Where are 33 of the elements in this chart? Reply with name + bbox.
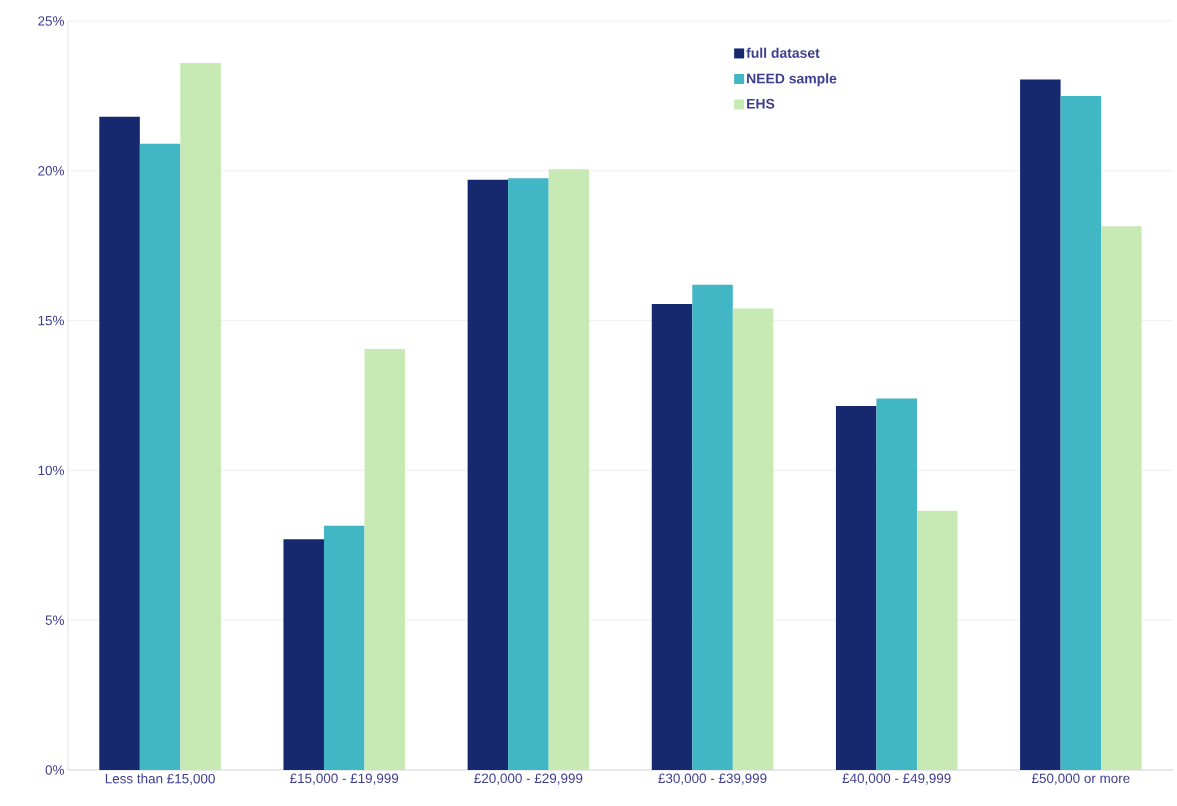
bar xyxy=(364,349,406,770)
x-tick-label: £20,000 - £29,999 xyxy=(474,773,583,785)
legend-label: full dataset xyxy=(746,47,820,58)
x-tick-label: £40,000 - £49,999 xyxy=(842,773,951,785)
x-tick-label: £15,000 - £19,999 xyxy=(290,773,399,785)
legend-label: NEED sample xyxy=(747,73,837,87)
bar xyxy=(651,304,693,770)
bar xyxy=(1060,95,1102,770)
bar xyxy=(1020,79,1061,770)
bar xyxy=(876,398,917,770)
bar xyxy=(467,179,509,770)
y-tick-label: 25% xyxy=(38,16,64,26)
x-tick-label: £30,000 - £39,999 xyxy=(658,773,767,785)
bar xyxy=(323,525,365,770)
bar xyxy=(548,169,590,770)
bar xyxy=(835,405,877,770)
bar xyxy=(283,539,324,770)
y-tick-label: 0% xyxy=(45,765,64,775)
bar xyxy=(180,62,221,770)
bar xyxy=(508,178,549,770)
x-tick-label: Less than £15,000 xyxy=(105,773,215,785)
bar xyxy=(99,116,140,770)
legend-label: EHS xyxy=(747,98,775,109)
bar xyxy=(139,143,181,770)
y-tick-label: 5% xyxy=(45,615,64,625)
bar xyxy=(1101,226,1142,770)
x-tick-label: £50,000 or more xyxy=(1031,773,1130,785)
bar xyxy=(916,510,958,770)
y-tick-label: 20% xyxy=(38,166,64,176)
y-tick-label: 15% xyxy=(38,315,64,326)
bar xyxy=(732,308,774,770)
bar xyxy=(692,284,733,770)
y-tick-label: 10% xyxy=(38,465,64,476)
